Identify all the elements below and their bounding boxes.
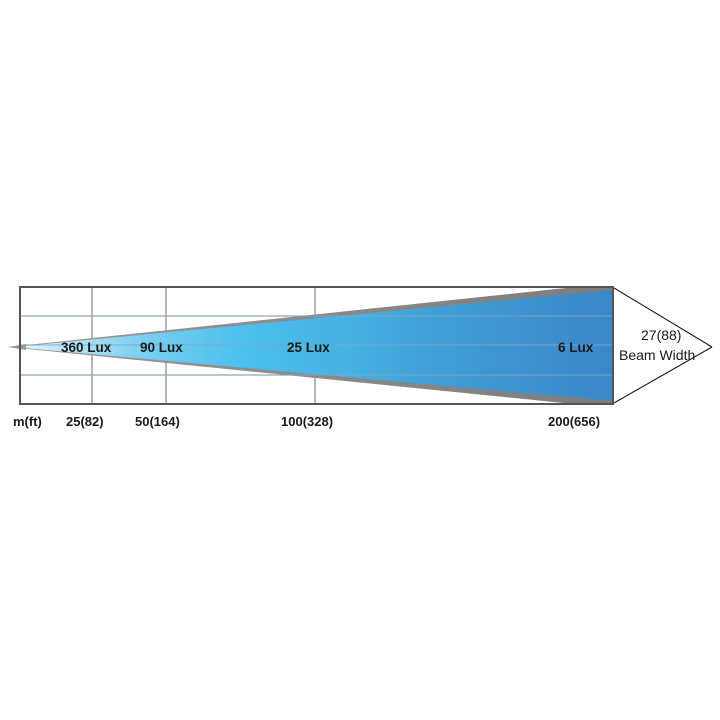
grid-horizontal-lines-overlay	[20, 315, 613, 376]
leader-line-top	[613, 287, 713, 348]
lux-label-360: 360 Lux	[61, 340, 112, 355]
grid-border	[19, 286, 614, 405]
leader-line-bottom	[613, 346, 713, 404]
lux-label-25: 25 Lux	[287, 340, 330, 355]
beam-width-leader-lines	[613, 287, 713, 404]
lux-label-6: 6 Lux	[558, 340, 594, 355]
axis-tick-100m: 100(328)	[281, 414, 333, 429]
beam-width-value: 27(88)	[641, 327, 681, 343]
axis-tick-200m: 200(656)	[548, 414, 600, 429]
axis-unit-label: m(ft)	[13, 414, 42, 429]
axis-tick-25m: 25(82)	[66, 414, 104, 429]
axis-tick-50m: 50(164)	[135, 414, 180, 429]
lux-label-90: 90 Lux	[140, 340, 183, 355]
beam-width-caption: Beam Width	[619, 347, 695, 363]
